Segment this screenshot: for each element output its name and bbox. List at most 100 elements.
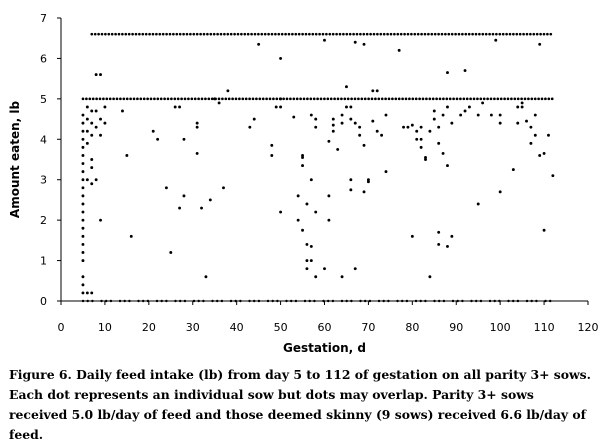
data-point	[305, 202, 309, 206]
data-point	[340, 121, 344, 125]
data-point	[327, 218, 331, 222]
data-point	[415, 137, 419, 141]
data-point	[498, 190, 502, 194]
data-point	[81, 178, 85, 182]
data-point	[103, 121, 107, 125]
data-point	[169, 251, 173, 254]
data-point	[437, 141, 441, 145]
data-point	[309, 113, 313, 117]
data-point	[353, 267, 357, 271]
data-point	[494, 38, 498, 42]
y-tick-label: 7	[40, 12, 47, 25]
data-point	[296, 194, 300, 198]
data-point	[248, 125, 252, 129]
x-tick-label: 90	[449, 321, 463, 334]
data-point	[81, 186, 85, 190]
data-point	[99, 117, 102, 121]
data-point	[195, 125, 199, 129]
data-point	[489, 113, 493, 117]
data-point	[384, 170, 388, 174]
y-tick-label: 0	[40, 295, 47, 308]
data-point	[279, 56, 283, 60]
data-point	[314, 275, 318, 279]
data-point	[279, 210, 283, 214]
data-point	[353, 40, 357, 44]
data-point	[222, 186, 225, 190]
data-point	[81, 291, 85, 295]
data-point	[375, 129, 379, 133]
data-point	[81, 210, 85, 214]
data-point	[340, 275, 344, 279]
data-point	[129, 234, 133, 238]
y-tick-label: 6	[40, 52, 47, 65]
x-tick-label: 50	[274, 321, 288, 334]
data-point	[441, 113, 445, 117]
data-point	[424, 156, 427, 159]
y-tick-label: 2	[40, 214, 47, 227]
data-point	[419, 145, 423, 149]
data-point	[90, 158, 94, 161]
data-point	[419, 137, 423, 141]
data-point	[428, 129, 432, 133]
data-point	[81, 121, 85, 125]
data-point	[182, 137, 186, 141]
x-tick-label: 80	[405, 321, 419, 334]
data-point	[217, 101, 221, 105]
data-point	[529, 141, 533, 145]
data-point	[103, 105, 107, 109]
data-point	[520, 101, 524, 105]
data-point	[81, 283, 85, 287]
data-point	[81, 137, 85, 141]
data-point	[397, 48, 401, 52]
data-point	[164, 186, 168, 190]
data-point	[85, 129, 89, 133]
data-point	[85, 291, 89, 295]
data-point	[371, 89, 375, 93]
data-point	[331, 123, 335, 127]
data-point	[525, 119, 528, 123]
y-tick-label: 3	[40, 174, 47, 187]
data-point	[446, 164, 449, 168]
data-point	[314, 117, 318, 121]
data-point	[204, 275, 208, 279]
data-point	[380, 133, 384, 137]
data-point	[173, 105, 177, 109]
data-point	[274, 105, 278, 109]
data-point	[402, 125, 405, 129]
data-point	[305, 259, 309, 263]
scatter-chart: 0 10 20 30 40 50 60 70 80 90 100 110 120 0 1 2 3 4 5 6 7 Ges…	[8, 12, 599, 355]
data-point	[81, 145, 85, 149]
data-point	[94, 109, 98, 113]
data-point	[459, 113, 463, 117]
data-point	[213, 97, 217, 101]
x-tick-label: 0	[58, 321, 65, 334]
data-point	[349, 188, 353, 192]
data-point	[90, 133, 94, 137]
data-point	[437, 125, 441, 129]
data-point	[327, 194, 331, 198]
data-point	[428, 275, 432, 279]
data-point	[498, 121, 502, 125]
data-point	[252, 117, 256, 121]
y-tick-label: 1	[40, 255, 47, 268]
data-point	[353, 121, 357, 125]
data-point	[301, 164, 304, 168]
data-point	[437, 242, 441, 246]
data-point	[296, 218, 300, 222]
data-point	[362, 190, 366, 194]
data-point	[279, 97, 283, 101]
data-point	[516, 121, 520, 125]
data-point	[195, 121, 199, 125]
data-point	[99, 133, 102, 137]
data-point	[349, 178, 353, 182]
data-point	[542, 228, 546, 232]
data-point	[362, 42, 366, 46]
data-point	[90, 166, 94, 170]
data-point	[85, 141, 89, 145]
data-point	[366, 180, 370, 184]
data-point	[182, 194, 186, 198]
data-point	[99, 73, 102, 77]
data-point	[345, 105, 348, 109]
x-tick-label: 30	[186, 321, 200, 334]
data-point	[450, 121, 454, 125]
